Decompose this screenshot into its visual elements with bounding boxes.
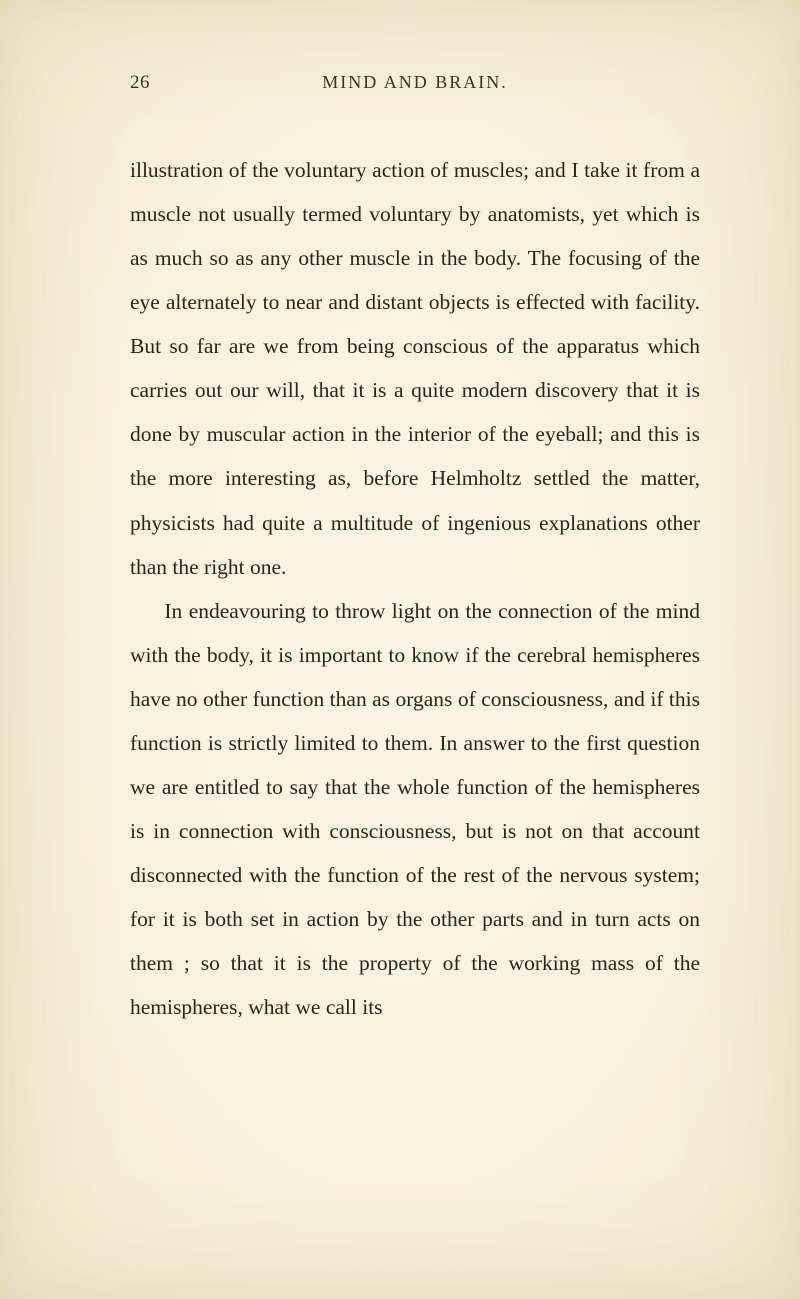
book-page: 26 MIND AND BRAIN. illustration of the v…: [0, 0, 800, 1299]
paragraph: In endeavouring to throw light on the co…: [130, 589, 700, 1030]
running-title: MIND AND BRAIN.: [130, 72, 700, 93]
page-header: 26 MIND AND BRAIN.: [130, 72, 700, 94]
paragraph: illustration of the voluntary action of …: [130, 148, 700, 589]
body-text: illustration of the voluntary action of …: [130, 148, 700, 1029]
